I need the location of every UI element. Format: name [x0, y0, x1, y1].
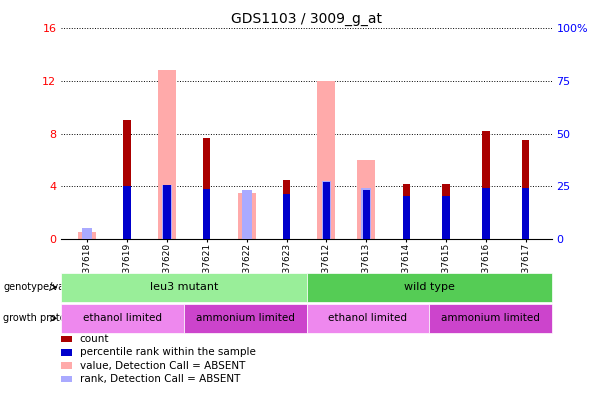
- Bar: [164, 185, 170, 239]
- Bar: [283, 194, 290, 239]
- Text: ammonium limited: ammonium limited: [441, 313, 540, 323]
- Bar: [362, 188, 371, 239]
- Bar: [123, 121, 131, 239]
- Bar: [78, 232, 96, 239]
- Bar: [162, 185, 172, 239]
- Bar: [443, 184, 449, 239]
- Text: ethanol limited: ethanol limited: [83, 313, 162, 323]
- Bar: [204, 138, 210, 239]
- Bar: [357, 160, 375, 239]
- Text: ethanol limited: ethanol limited: [329, 313, 407, 323]
- Title: GDS1103 / 3009_g_at: GDS1103 / 3009_g_at: [231, 12, 382, 26]
- Bar: [242, 190, 251, 239]
- Text: percentile rank within the sample: percentile rank within the sample: [80, 347, 256, 357]
- Bar: [318, 81, 335, 239]
- Bar: [363, 190, 370, 239]
- Bar: [522, 140, 530, 239]
- Text: count: count: [80, 334, 109, 344]
- Text: value, Detection Call = ABSENT: value, Detection Call = ABSENT: [80, 361, 245, 371]
- Bar: [204, 189, 210, 239]
- Bar: [482, 131, 490, 239]
- Bar: [238, 193, 256, 239]
- Text: growth protocol: growth protocol: [3, 313, 80, 323]
- Text: rank, Detection Call = ABSENT: rank, Detection Call = ABSENT: [80, 374, 240, 384]
- Bar: [482, 188, 490, 239]
- Bar: [443, 196, 449, 239]
- Bar: [323, 182, 330, 239]
- Bar: [82, 228, 92, 239]
- Bar: [403, 184, 409, 239]
- Text: ammonium limited: ammonium limited: [196, 313, 295, 323]
- Bar: [522, 188, 530, 239]
- Bar: [321, 181, 332, 239]
- Text: leu3 mutant: leu3 mutant: [150, 282, 218, 292]
- Bar: [403, 196, 409, 239]
- Bar: [123, 185, 131, 239]
- Bar: [158, 70, 176, 239]
- Bar: [283, 180, 290, 239]
- Text: genotype/variation: genotype/variation: [3, 282, 96, 292]
- Text: wild type: wild type: [404, 282, 454, 292]
